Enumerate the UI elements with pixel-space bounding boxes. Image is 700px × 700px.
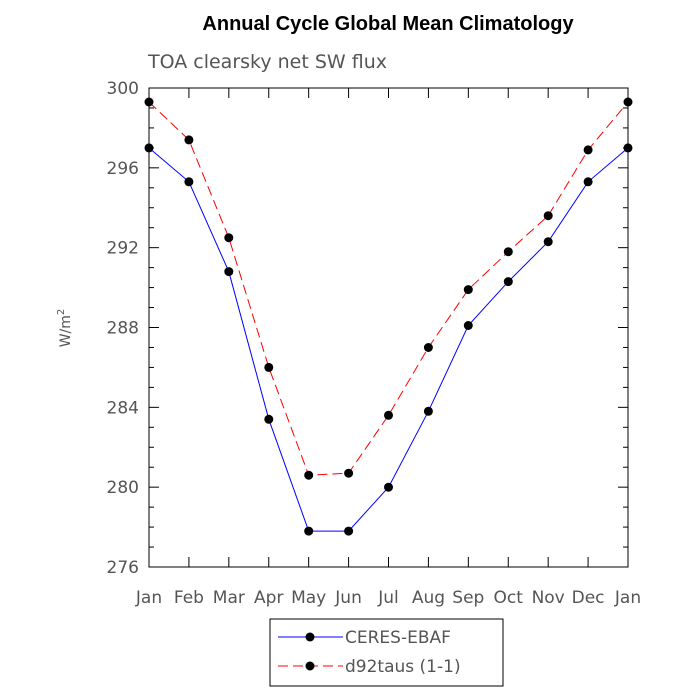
data-point-0	[423, 406, 433, 416]
data-point-1	[224, 233, 234, 243]
data-point-1	[144, 97, 154, 107]
y-tick-label: 276	[107, 558, 139, 578]
y-axis: 276 280 284 288 292 296 300	[107, 79, 628, 578]
legend: CERES-EBAF d92taus (1-1)	[269, 618, 504, 687]
data-point-0	[463, 321, 473, 330]
x-tick-label: Jul	[377, 588, 399, 608]
data-point-1	[264, 362, 274, 372]
x-tick-label: Sep	[452, 588, 484, 608]
y-axis-label: W/m2	[56, 309, 74, 348]
data-point-1	[184, 135, 194, 145]
data-point-0	[144, 143, 154, 153]
data-point-0	[344, 526, 354, 536]
legend-label-ceres: CERES-EBAF	[345, 628, 451, 648]
x-tick-label: Apr	[254, 588, 283, 608]
data-point-1	[543, 211, 553, 221]
x-tick-label: Feb	[174, 588, 204, 608]
data-point-1	[583, 145, 593, 155]
x-tick-label: Jan	[614, 588, 641, 608]
y-axis-label-text: W/m	[58, 315, 74, 347]
x-tick-label: Jun	[334, 588, 362, 608]
legend-marker-d92taus	[305, 661, 315, 671]
data-point-0	[304, 526, 314, 536]
legend-marker-ceres	[305, 632, 315, 642]
chart-subtitle: TOA clearsky net SW flux	[147, 51, 387, 73]
minor-ticks	[149, 107, 628, 548]
y-axis-label-superscript: 2	[56, 309, 67, 315]
data-point-1	[463, 285, 473, 295]
series-layer	[144, 97, 633, 536]
y-tick-label: 300	[107, 79, 139, 99]
data-point-0	[583, 177, 593, 187]
x-tick-label: Aug	[412, 588, 445, 608]
data-point-0	[224, 267, 234, 277]
data-point-0	[503, 277, 513, 287]
x-tick-label: Oct	[494, 588, 524, 608]
data-point-0	[264, 414, 274, 424]
x-tick-label: Jan	[135, 588, 162, 608]
x-tick-label: Dec	[572, 588, 605, 608]
x-tick-label: Mar	[213, 588, 245, 608]
plot-frame	[148, 87, 629, 568]
series-line-0	[148, 147, 629, 532]
data-point-0	[623, 143, 633, 153]
data-point-0	[543, 237, 553, 247]
y-tick-label: 280	[107, 478, 139, 498]
data-point-1	[503, 247, 513, 257]
y-tick-label: 284	[107, 398, 139, 418]
x-axis: Jan Feb Mar Apr May Jun Jul Aug Sep Oct Nov Dec Jan	[135, 88, 641, 608]
data-point-0	[184, 177, 194, 187]
data-point-0	[384, 482, 393, 492]
y-tick-label: 296	[107, 159, 139, 179]
legend-box	[269, 618, 504, 687]
data-point-1	[384, 410, 393, 420]
data-point-1	[423, 343, 433, 352]
data-point-1	[304, 470, 314, 480]
legend-label-d92taus: d92taus (1-1)	[345, 657, 461, 677]
x-tick-label: Nov	[532, 588, 565, 608]
chart-title: Annual Cycle Global Mean Climatology	[202, 13, 574, 35]
data-point-1	[344, 468, 354, 478]
y-tick-label: 292	[107, 239, 139, 259]
x-tick-label: May	[291, 588, 326, 608]
data-point-1	[623, 97, 633, 107]
y-tick-label: 288	[107, 319, 139, 339]
